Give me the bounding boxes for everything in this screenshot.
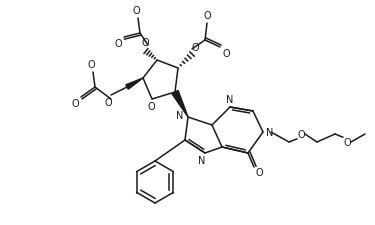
Text: O: O	[114, 39, 122, 49]
Text: O: O	[147, 101, 155, 112]
Text: O: O	[132, 6, 140, 16]
Text: O: O	[141, 38, 149, 48]
Text: O: O	[255, 167, 263, 177]
Text: O: O	[191, 43, 199, 53]
Text: N: N	[226, 94, 234, 105]
Text: N: N	[198, 155, 206, 165]
Text: O: O	[203, 11, 211, 21]
Text: O: O	[104, 98, 112, 108]
Text: O: O	[297, 129, 305, 139]
Text: O: O	[343, 137, 351, 147]
Text: O: O	[71, 99, 79, 108]
Polygon shape	[126, 79, 143, 90]
Text: O: O	[222, 49, 230, 59]
Text: N: N	[176, 110, 184, 120]
Text: N: N	[266, 127, 274, 137]
Text: O: O	[87, 60, 95, 70]
Polygon shape	[172, 91, 188, 117]
